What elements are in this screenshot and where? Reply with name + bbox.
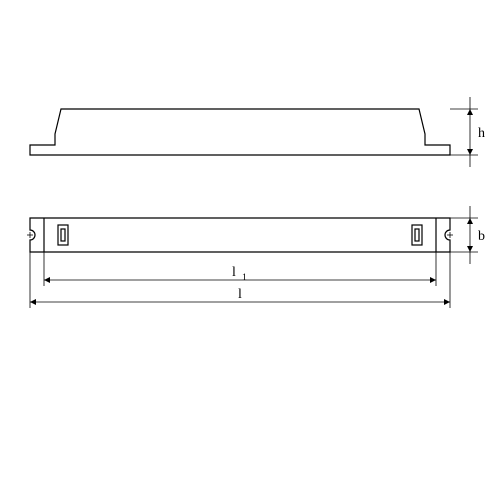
dim-b-label: b: [478, 229, 485, 244]
side-view-outline: [30, 109, 450, 155]
front-view-outline: [30, 218, 450, 252]
connector: [58, 225, 68, 245]
dim-h-label: h: [478, 126, 485, 141]
dim-l1-sub: 1: [242, 272, 247, 283]
dim-l-label: l: [238, 287, 242, 302]
connector: [412, 225, 422, 245]
dim-l1-label: l: [232, 265, 236, 280]
